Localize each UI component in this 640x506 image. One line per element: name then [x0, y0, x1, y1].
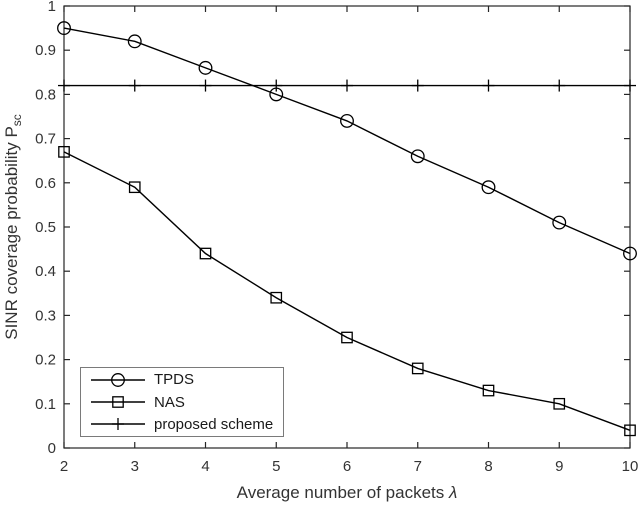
y-tick-label: 0.3 [35, 307, 56, 324]
marker-circle [623, 246, 637, 261]
x-tick-label: 8 [484, 458, 492, 475]
marker-circle [340, 113, 354, 128]
marker-circle [481, 180, 496, 195]
legend-square-marker-icon [91, 396, 145, 408]
legend-label: proposed scheme [154, 415, 274, 433]
y-tick-label: 0.8 [35, 86, 56, 103]
x-axis-label: Average number of packets λ [237, 483, 458, 502]
series-line-nas [63, 151, 631, 431]
legend-box: TPDS NAS proposed scheme [80, 367, 284, 437]
marker-square [199, 247, 212, 260]
y-tick-label: 1 [48, 0, 56, 15]
marker-square [624, 424, 636, 437]
y-tick-label: 0.5 [35, 219, 56, 236]
marker-square [341, 331, 353, 344]
marker-square [482, 384, 495, 397]
y-tick-label: 0.4 [35, 263, 56, 280]
marker-circle [198, 60, 213, 75]
marker-square [270, 291, 283, 304]
x-tick-label: 6 [343, 458, 351, 475]
x-tick-label: 9 [555, 458, 563, 475]
marker-square [58, 146, 70, 158]
marker-circle [111, 372, 125, 387]
y-tick-label: 0.9 [35, 42, 56, 59]
y-tick-label: 0.2 [35, 352, 56, 369]
x-tick-label: 2 [60, 458, 68, 475]
y-tick-label: 0.1 [35, 396, 56, 413]
legend-entry-tpds: TPDS [81, 369, 283, 390]
marker-circle [57, 21, 71, 36]
x-tick-label: 4 [201, 458, 209, 475]
legend-circle-marker-icon [91, 372, 145, 387]
y-tick-label: 0.6 [35, 175, 56, 192]
x-tick-label: 5 [272, 458, 280, 475]
series-line-tpds [63, 27, 631, 255]
marker-circle [127, 34, 142, 49]
x-tick-label: 3 [131, 458, 139, 475]
legend-label: TPDS [154, 371, 195, 389]
marker-square [112, 396, 124, 408]
marker-circle [410, 149, 425, 164]
marker-circle [552, 215, 567, 230]
x-tick-label: 7 [414, 458, 422, 475]
y-tick-label: 0 [48, 440, 56, 457]
y-tick-label: 0.7 [35, 131, 56, 148]
legend-plus-marker-icon [91, 418, 145, 431]
x-tick-label: 10 [622, 458, 639, 475]
marker-square [411, 362, 424, 375]
y-axis-label: SINR coverage probability Psc [2, 114, 24, 340]
legend-label: NAS [154, 393, 185, 411]
legend-entry-proposed-scheme: proposed scheme [81, 414, 283, 435]
marker-square [553, 397, 566, 410]
legend-entry-nas: NAS [81, 392, 283, 413]
marker-square [128, 181, 141, 194]
